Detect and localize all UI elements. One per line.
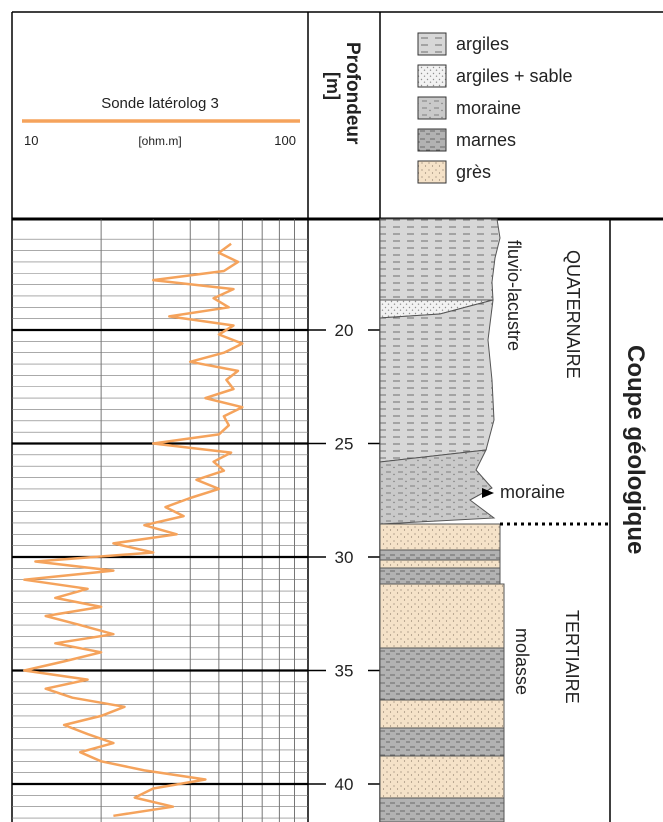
- depth-tick-label: 30: [335, 548, 354, 567]
- layer-marnes-3: [379, 647, 505, 701]
- legend-item-marnes: marnes: [417, 128, 516, 152]
- fluvio-lacustre-label: fluvio-lacustre: [504, 240, 524, 351]
- molasse-label: molasse: [512, 628, 532, 695]
- legend-item-argiles-sable: argiles + sable: [417, 64, 573, 88]
- legend-item-moraine: moraine: [417, 96, 521, 120]
- moraine-label: moraine: [500, 482, 565, 502]
- layer-argiles-lower: [379, 299, 495, 463]
- moraine-arrow-icon: [482, 488, 494, 498]
- log-grid: [12, 219, 308, 822]
- legend-swatch-argiles: [417, 32, 447, 56]
- depth-axis: 20 25 30 35 40: [308, 321, 380, 794]
- quaternaire-label: QUATERNAIRE: [563, 250, 583, 379]
- log-title: Sonde latérolog 3: [101, 95, 219, 112]
- log-curve-group: [23, 242, 244, 818]
- depth-tick-label: 20: [335, 321, 354, 340]
- legend-label-gres: grès: [456, 162, 491, 182]
- depth-tick-label: 25: [335, 435, 354, 454]
- layer-marnes-1: [379, 549, 501, 561]
- layer-argiles-upper: [379, 218, 501, 301]
- layer-marnes-5: [379, 797, 505, 822]
- layer-gres-3: [379, 583, 505, 649]
- depth-title: Profondeur: [342, 42, 363, 145]
- layer-marnes-2: [379, 567, 501, 585]
- legend-item-argiles: argiles: [417, 32, 509, 56]
- tertiaire-label: TERTIAIRE: [562, 610, 582, 704]
- geologic-column: [379, 218, 505, 822]
- legend-label-argiles-sable: argiles + sable: [456, 66, 573, 86]
- legend: argiles argiles + sable moraine marnes g…: [417, 32, 573, 184]
- layer-gres-2: [379, 559, 501, 569]
- layer-gres-5: [379, 755, 505, 799]
- legend-swatch-argiles-sable: [417, 64, 447, 88]
- depth-tick-label: 35: [335, 662, 354, 681]
- coupe-geologique-label: Coupe géologique: [622, 345, 649, 554]
- layer-gres-1: [379, 523, 501, 551]
- legend-label-marnes: marnes: [456, 130, 516, 150]
- layer-gres-4: [379, 699, 505, 729]
- legend-swatch-marnes: [417, 128, 447, 152]
- legend-swatch-moraine: [417, 96, 447, 120]
- depth-tick-label: 40: [335, 775, 354, 794]
- log-curve-line: [23, 242, 244, 818]
- legend-item-gres: grès: [417, 160, 491, 184]
- legend-label-moraine: moraine: [456, 98, 521, 118]
- log-unit: [ohm.m]: [138, 134, 181, 148]
- log-scale-min: 10: [24, 133, 38, 148]
- layer-marnes-4: [379, 727, 505, 757]
- depth-unit: [m]: [323, 72, 343, 100]
- legend-swatch-gres: [417, 160, 447, 184]
- legend-label-argiles: argiles: [456, 34, 509, 54]
- log-scale-max: 100: [274, 133, 296, 148]
- layer-moraine: [379, 449, 496, 525]
